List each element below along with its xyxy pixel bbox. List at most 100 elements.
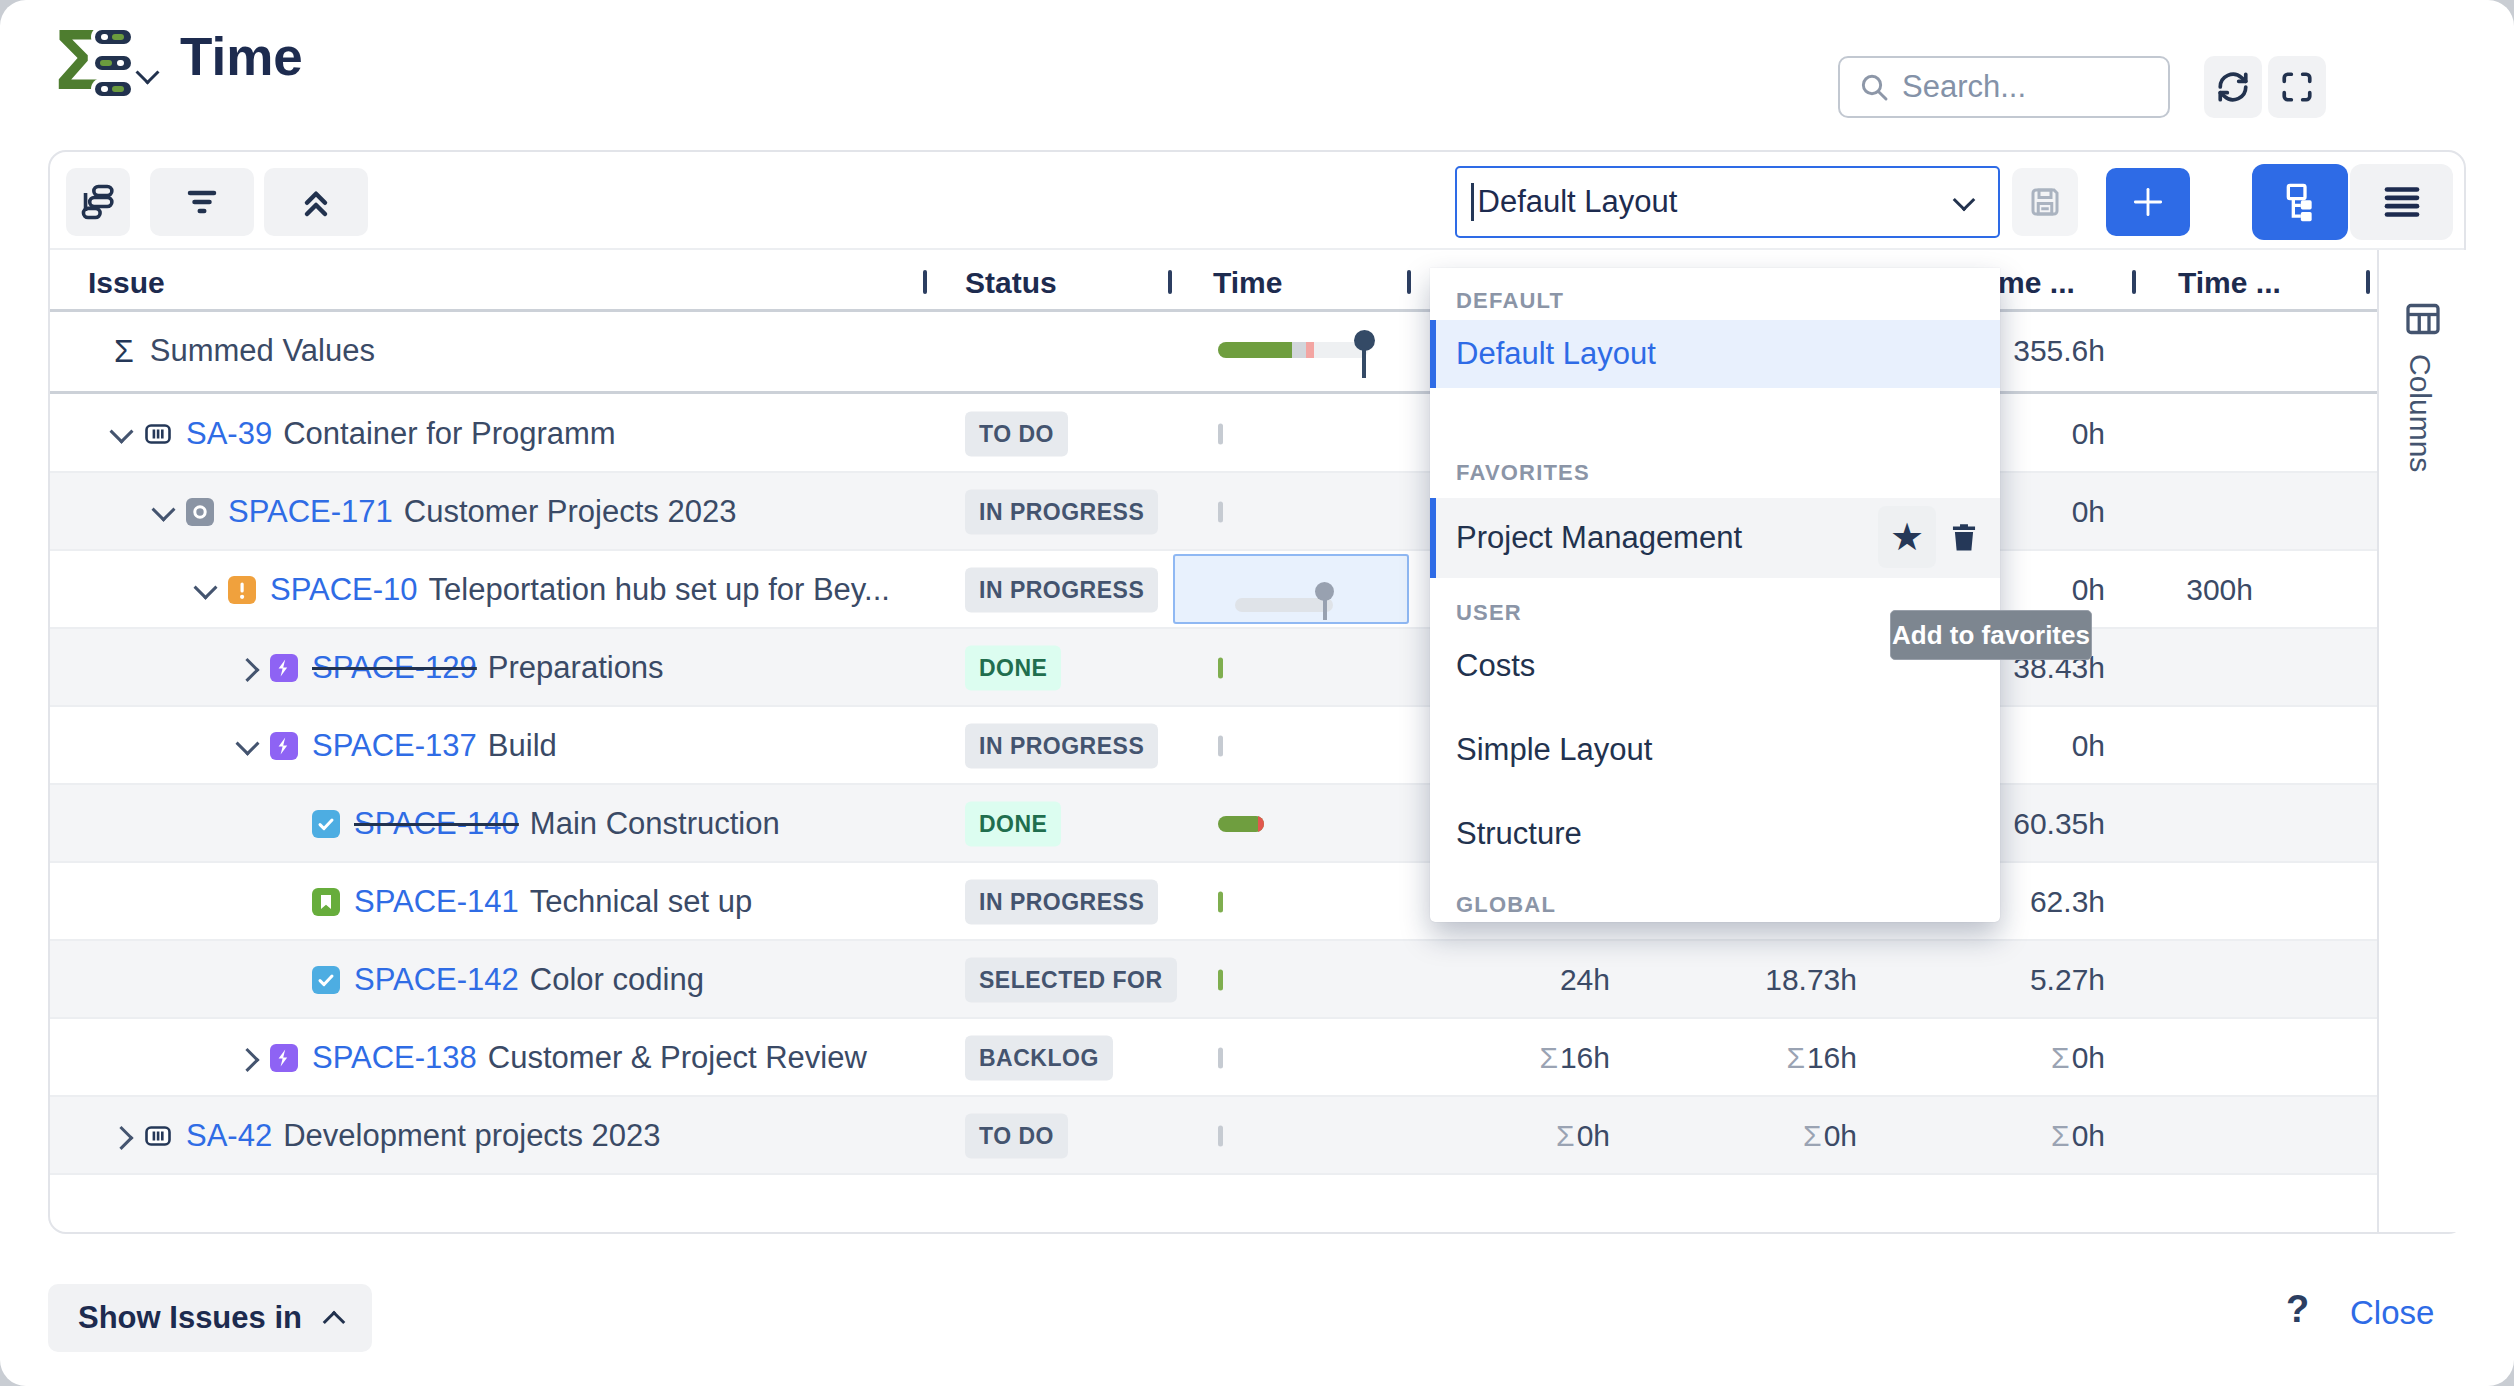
list-view-toggle[interactable] [2350,164,2453,240]
refresh-button[interactable] [2204,56,2262,118]
dropdown-section-label: DEFAULT [1456,288,1564,314]
time-value: 0h [2072,573,2105,607]
table-row-SPACE-140[interactable]: SPACE-140Main ConstructionDONE60.35h [50,785,2377,863]
filter-button[interactable] [150,168,254,236]
issue-key-link[interactable]: SPACE-10 [270,572,418,608]
status-badge: IN PROGRESS [965,724,1158,769]
time-value: Σ0h [1803,1119,1857,1153]
close-link[interactable]: Close [2350,1294,2434,1332]
column-header-time[interactable]: Time [1213,266,1282,300]
column-header-issue[interactable]: Issue [88,266,165,300]
column-resize-handle[interactable] [1407,270,1411,294]
column-resize-handle[interactable] [2132,270,2136,294]
table-row-SPACE-137[interactable]: SPACE-137BuildIN PROGRESS0h [50,707,2377,785]
app-logo[interactable]: Σ [55,22,141,106]
issuetype-container-icon [144,1122,172,1150]
time-tick [1218,1048,1223,1069]
time-tick [1218,1126,1223,1147]
issuetype-story-icon [312,888,340,916]
summed-progress-bar [1218,342,1368,358]
delete-layout-button[interactable] [1942,514,1986,560]
layout-select[interactable]: Default Layout [1455,166,2000,238]
status-badge: DONE [965,646,1061,691]
summed-values-label: Summed Values [150,333,375,369]
issue-key-link[interactable]: SPACE-137 [312,728,477,764]
column-header-time-d[interactable]: Time ... [2178,266,2281,300]
issue-key-link[interactable]: SPACE-142 [354,962,519,998]
save-layout-button[interactable] [2012,168,2078,236]
time-value: 300h [2186,573,2253,607]
issuetype-task-icon [312,966,340,994]
time-value: 0h [2072,495,2105,529]
add-layout-button[interactable] [2106,168,2190,236]
time-tick [1218,502,1223,523]
table-row-SA-39[interactable]: SA-39Container for ProgrammTO DO0h [50,395,2377,473]
issue-key-link[interactable]: SA-39 [186,416,272,452]
expand-chevron-icon[interactable] [235,657,259,681]
expand-chevron-icon[interactable] [151,497,175,521]
status-badge: SELECTED FOR [965,958,1177,1003]
issue-key-link[interactable]: SPACE-140 [354,806,519,842]
expand-chevron-icon[interactable] [235,1047,259,1071]
layout-select-value: Default Layout [1478,184,1678,220]
layout-option-structure[interactable]: Structure [1430,792,2000,876]
group-by-button[interactable] [66,168,130,236]
time-value: Σ16h [1539,1041,1610,1075]
show-issues-in-button[interactable]: Show Issues in [48,1284,372,1352]
table-row-SPACE-171[interactable]: SPACE-171Customer Projects 2023IN PROGRE… [50,473,2377,551]
table-row-SPACE-141[interactable]: SPACE-141Technical set upIN PROGRESS60h0… [50,863,2377,941]
collapse-all-button[interactable] [264,168,368,236]
layout-option-project-management[interactable]: Project Management★ [1430,498,2000,578]
column-resize-handle[interactable] [923,270,927,294]
issue-rows: SA-39Container for ProgrammTO DO0hSPACE-… [50,395,2377,1175]
logo-pill [95,82,131,96]
layout-dropdown-menu: DEFAULT Default Layout FAVORITES Project Ma… [1430,268,2000,922]
favorite-star-button[interactable]: ★ [1878,506,1936,568]
save-icon [2027,184,2063,220]
issuetype-epic-icon [270,732,298,760]
fullscreen-button[interactable] [2268,56,2326,118]
tree-view-toggle-active[interactable] [2252,164,2348,240]
layout-option-simple-layout[interactable]: Simple Layout [1430,708,2000,792]
structure-time-panel: Σ Time Search... [0,0,2514,1386]
issue-key-link[interactable]: SPACE-141 [354,884,519,920]
expand-chevron-icon[interactable] [235,731,259,755]
layout-option-default-layout[interactable]: Default Layout [1430,320,2000,388]
show-issues-in-label: Show Issues in [78,1300,302,1336]
issuetype-epic-icon [270,654,298,682]
dropdown-section-label: FAVORITES [1456,460,1590,486]
slider-pin-head[interactable] [1315,582,1334,601]
status-badge: TO DO [965,412,1068,457]
time-value: 62.3h [2030,885,2105,919]
status-badge: DONE [965,802,1061,847]
table-row-SPACE-142[interactable]: SPACE-142Color codingSELECTED FOR24h18.7… [50,941,2377,1019]
column-resize-handle[interactable] [1168,270,1172,294]
hamburger-icon [2381,182,2423,222]
table-row-SA-42[interactable]: SA-42Development projects 2023TO DOΣ0hΣ0… [50,1097,2377,1175]
issue-key-link[interactable]: SPACE-171 [228,494,393,530]
search-input[interactable]: Search... [1838,56,2170,118]
time-value: 60.35h [2013,807,2105,841]
issue-key-link[interactable]: SPACE-129 [312,650,477,686]
filter-icon [183,184,221,220]
column-header-status[interactable]: Status [965,266,1057,300]
time-slider-cell-selected[interactable] [1173,554,1409,624]
time-progress-bar [1218,816,1264,832]
logo-pill [95,56,131,70]
columns-sidebar-tab[interactable]: Columns [2377,250,2466,1232]
issue-summary: Container for Programm [283,416,616,452]
issue-summary: Teleportation hub set up for Bey... [429,572,890,608]
table-row-SPACE-138[interactable]: SPACE-138Customer & Project ReviewBACKLO… [50,1019,2377,1097]
column-resize-handle[interactable] [2366,270,2370,294]
issue-key-link[interactable]: SA-42 [186,1118,272,1154]
status-badge: BACKLOG [965,1036,1113,1081]
fullscreen-icon [2280,70,2314,104]
expand-chevron-icon[interactable] [109,1125,133,1149]
expand-chevron-icon[interactable] [193,575,217,599]
expand-chevron-icon[interactable] [109,419,133,443]
plus-icon [2129,183,2167,221]
issuetype-epic-icon [270,1044,298,1072]
add-to-favorites-tooltip: Add to favorites [1890,610,2092,660]
help-button[interactable]: ? [2286,1288,2309,1331]
issue-key-link[interactable]: SPACE-138 [312,1040,477,1076]
